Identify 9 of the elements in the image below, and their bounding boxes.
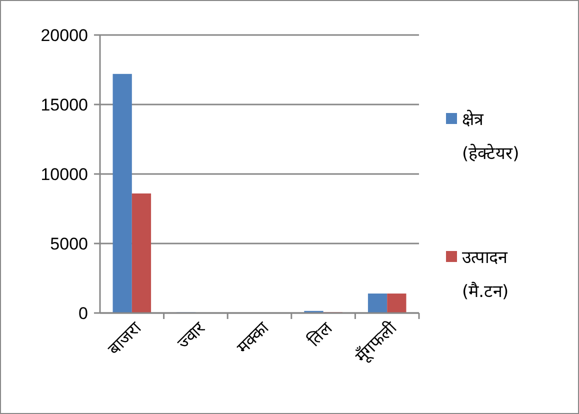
y-tick-label: 20000 bbox=[40, 26, 88, 45]
y-tick-label: 0 bbox=[78, 304, 88, 323]
y-tick-label: 5000 bbox=[50, 234, 88, 254]
legend-label: क्षेत्र (हेक्टेयर) bbox=[462, 109, 520, 164]
x-tick-label: ज्वार bbox=[174, 318, 210, 354]
y-tick-label: 10000 bbox=[40, 164, 88, 184]
y-tick-label: 15000 bbox=[40, 95, 88, 114]
legend-label: उत्पादन (मै.टन) bbox=[462, 248, 509, 302]
x-tick-label: तिल bbox=[304, 318, 337, 351]
